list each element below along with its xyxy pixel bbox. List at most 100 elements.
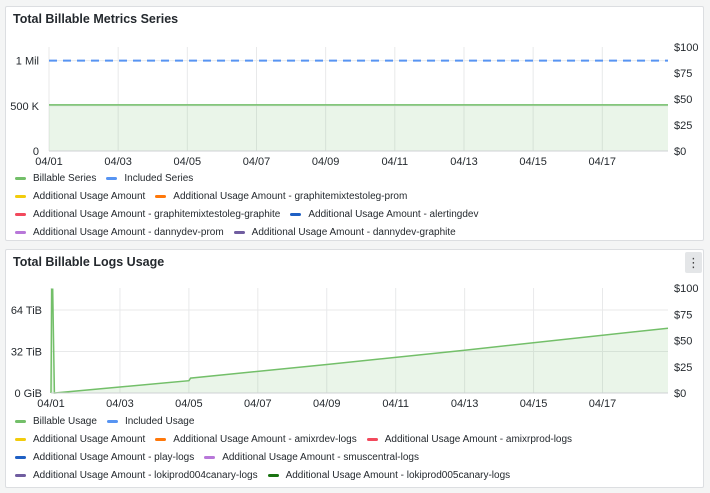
legend-label: Billable Usage: [33, 415, 97, 427]
y-right-tick-label: $75: [674, 309, 692, 321]
x-tick-label: 04/15: [519, 156, 547, 168]
y-left-tick-label: 0: [33, 146, 39, 158]
legend-swatch: [15, 419, 26, 423]
legend-item[interactable]: Additional Usage Amount - amixrprod-logs: [366, 430, 573, 448]
legend-label: Included Usage: [124, 415, 195, 427]
legend-swatch: [15, 230, 26, 234]
legend-item[interactable]: Additional Usage Amount - graphitemixtes…: [155, 187, 407, 205]
legend-swatch: [267, 473, 279, 477]
legend-item[interactable]: Additional Usage Amount: [15, 187, 145, 205]
legend-label: Additional Usage Amount - dannydev-prom: [33, 226, 224, 238]
legend-row: Additional Usage Amount Additional Usage …: [15, 187, 695, 205]
y-right-tick-label: $0: [674, 146, 686, 158]
legend-row: Additional Usage Amount - graphitemixtes…: [15, 205, 695, 223]
legend-row: Additional Usage Amount - play-logs Addit…: [15, 448, 695, 466]
legend-item[interactable]: Additional Usage Amount - play-logs: [15, 448, 194, 466]
y-left-tick-label: 32 TiB: [11, 347, 42, 359]
panel-title: Total Billable Logs Usage: [13, 255, 165, 269]
x-tick-label: 04/07: [244, 398, 272, 410]
logs-usage-chart: 04/01 04/03 04/05 04/07 04/09 04/11 04/13 04/15…: [11, 283, 699, 410]
legend-item[interactable]: Included Usage: [106, 412, 195, 430]
legend-item[interactable]: Additional Usage Amount - lokiprod004can…: [15, 466, 258, 484]
legend-swatch: [155, 194, 167, 198]
legend-swatch: [106, 419, 118, 423]
legend-item[interactable]: Additional Usage Amount - dannydev-prom: [15, 223, 224, 241]
legend-label: Billable Series: [33, 172, 97, 184]
legend-item[interactable]: Billable Series: [15, 169, 96, 187]
y-left-tick-label: 500 K: [10, 101, 39, 113]
metrics-series-chart: 04/01 04/03 04/05 04/07 04/09 04/11 04/13 04/15…: [10, 42, 698, 168]
x-tick-label: 04/17: [589, 398, 617, 410]
legend-item[interactable]: Additional Usage Amount - lokiprod005can…: [267, 466, 511, 484]
x-tick-label: 04/01: [37, 398, 65, 410]
x-tick-label: 04/13: [450, 156, 478, 168]
x-tick-label: 04/07: [243, 156, 271, 168]
y-right-tick-label: $50: [674, 94, 692, 106]
legend-item[interactable]: Additional Usage Amount - smuscentral-lo…: [204, 448, 419, 466]
y-right-tick-label: $0: [674, 388, 686, 400]
legend-label: Additional Usage Amount - amixrprod-logs: [384, 433, 573, 445]
x-tick-label: 04/11: [382, 398, 409, 410]
legend-swatch: [106, 176, 118, 180]
x-tick-label: 04/17: [589, 156, 617, 168]
y-left-tick-label: 64 TiB: [11, 305, 42, 317]
legend-swatch: [15, 455, 26, 459]
legend-label: Additional Usage Amount - lokiprod005can…: [285, 469, 511, 481]
legend-label: Additional Usage Amount - alertingdev: [308, 208, 479, 220]
legend-label: Additional Usage Amount - smuscentral-lo…: [222, 451, 419, 463]
legend-label: Additional Usage Amount - lokiprod004can…: [33, 469, 258, 481]
y-right-tick-label: $100: [674, 42, 698, 54]
legend-swatch: [290, 212, 302, 216]
legend-swatch: [15, 437, 26, 441]
legend-label: Additional Usage Amount - play-logs: [33, 451, 195, 463]
legend-item[interactable]: Additional Usage Amount - dannydev-graph…: [233, 223, 456, 241]
y-left-tick-label: 1 Mil: [16, 56, 39, 68]
legend-label: Additional Usage Amount - dannydev-graph…: [251, 226, 456, 238]
legend-item[interactable]: Additional Usage Amount - amixrdev-logs: [155, 430, 357, 448]
legend-item[interactable]: Additional Usage Amount: [15, 430, 145, 448]
legend-swatch: [15, 176, 26, 180]
legend-swatch: [233, 230, 245, 234]
legend-swatch: [155, 437, 167, 441]
legend-row: Billable Usage Included Usage: [15, 412, 695, 430]
x-tick-label: 04/03: [104, 156, 132, 168]
y-right-tick-label: $50: [674, 336, 692, 348]
legend-row: Additional Usage Amount Additional Usage …: [15, 430, 695, 448]
x-tick-label: 04/01: [35, 156, 63, 168]
panel-menu-icon[interactable]: ⋮: [685, 252, 702, 273]
legend-row: Additional Usage Amount - lokiprod004can…: [15, 466, 695, 484]
series-area-fill: [49, 104, 668, 151]
x-tick-label: 04/15: [520, 398, 548, 410]
legend-swatch: [15, 194, 26, 198]
y-right-tick-label: $25: [674, 362, 692, 374]
series-line: [50, 288, 669, 394]
metrics-series-panel: Total Billable Metrics Series 04/01 04/03…: [5, 6, 704, 241]
y-right-tick-label: $25: [674, 120, 692, 132]
logs-usage-panel: Total Billable Logs Usage ⋮ 04/01 04/03 04…: [5, 249, 704, 488]
legend-item[interactable]: Billable Usage: [15, 412, 97, 430]
legend-item[interactable]: Additional Usage Amount - alertingdev: [290, 205, 478, 223]
y-left-tick-label: 0 GiB: [14, 388, 42, 400]
x-tick-label: 04/05: [175, 398, 203, 410]
legend-row: Billable Series Included Series: [15, 169, 695, 187]
legend-swatch: [366, 437, 378, 441]
legend-item[interactable]: Additional Usage Amount - graphitemixtes…: [15, 205, 280, 223]
legend-label: Additional Usage Amount: [33, 190, 146, 202]
series-area-fill: [51, 289, 668, 393]
y-right-tick-label: $100: [674, 283, 698, 295]
legend-label: Additional Usage Amount - graphitemixtes…: [33, 208, 281, 220]
legend-swatch: [15, 212, 26, 216]
legend-item[interactable]: Included Series: [106, 169, 193, 187]
legend-label: Additional Usage Amount: [33, 433, 146, 445]
x-tick-label: 04/09: [313, 398, 341, 410]
logs-usage-legend: Billable Usage Included Usage Additional U…: [15, 412, 695, 484]
metrics-series-legend: Billable Series Included Series Additional…: [15, 169, 695, 241]
y-right-tick-label: $75: [674, 68, 692, 80]
x-tick-label: 04/13: [451, 398, 479, 410]
legend-label: Additional Usage Amount - graphitemixtes…: [173, 190, 408, 202]
legend-swatch: [15, 473, 26, 477]
legend-label: Included Series: [124, 172, 194, 184]
x-tick-label: 04/03: [106, 398, 134, 410]
legend-row: Additional Usage Amount - dannydev-prom A…: [15, 223, 695, 241]
x-tick-label: 04/11: [381, 156, 408, 168]
